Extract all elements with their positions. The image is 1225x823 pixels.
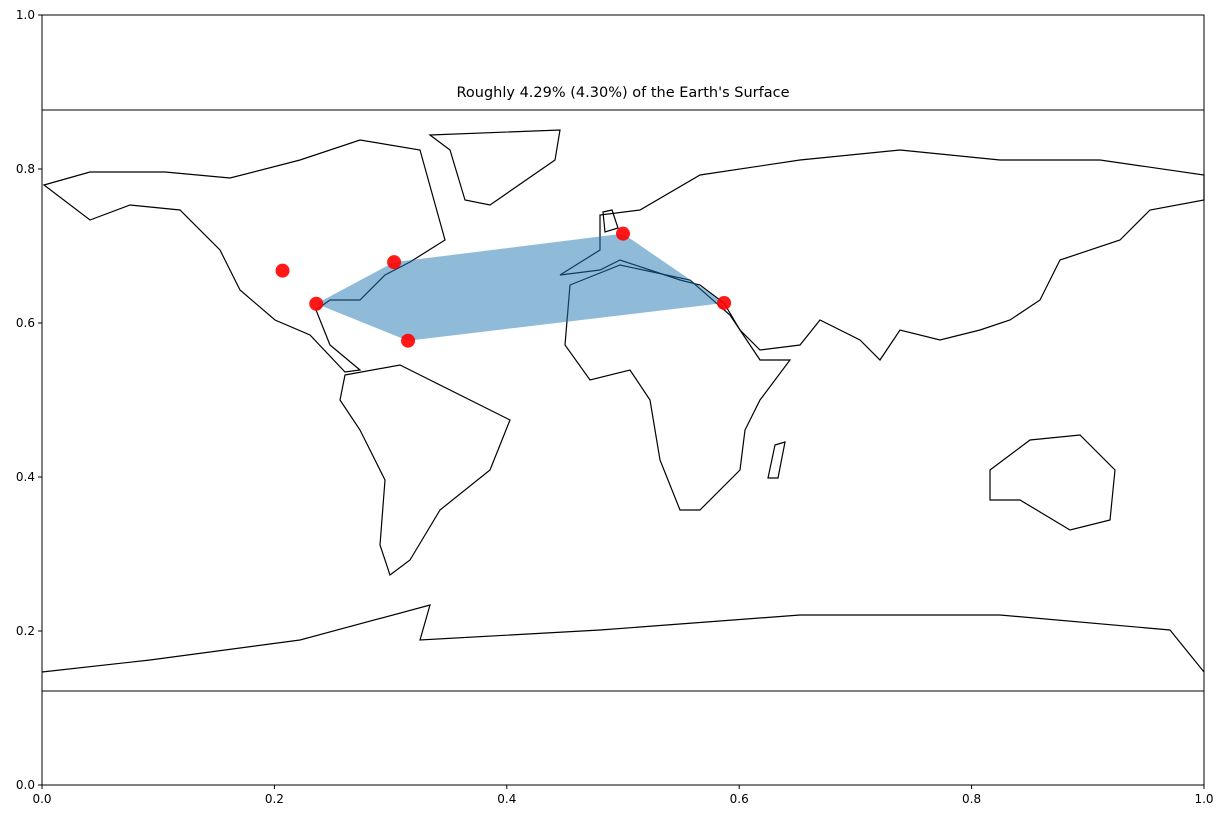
- point: [717, 295, 732, 310]
- point: [616, 226, 630, 241]
- y-tick-label: 0.6: [16, 316, 35, 330]
- x-tick-label: 0.4: [497, 792, 516, 806]
- north-america: [42, 139, 446, 373]
- x-tick-label: 0.8: [962, 792, 981, 806]
- point: [309, 296, 324, 311]
- x-tick-label: 0.0: [32, 792, 51, 806]
- south-america: [339, 364, 511, 576]
- eurasia: [559, 149, 1205, 361]
- area-polygon: [316, 233, 725, 341]
- y-tick-label: 0.2: [16, 624, 35, 638]
- chart-title: Roughly 4.29% (4.30%) of the Earth's Sur…: [456, 85, 789, 101]
- greenland: [428, 129, 561, 206]
- x-tick-label: 0.6: [730, 792, 749, 806]
- plot-area: [275, 226, 732, 348]
- point: [387, 255, 402, 270]
- y-tick-label: 0.8: [16, 162, 35, 176]
- y-tick-label: 0.4: [16, 470, 35, 484]
- point: [401, 333, 416, 348]
- antarctica: [41, 604, 1205, 673]
- y-tick-label: 1.0: [16, 8, 35, 22]
- uk: [602, 209, 619, 233]
- axes-frame: [41, 14, 1205, 786]
- madagascar: [767, 441, 786, 479]
- x-tick-label: 0.2: [265, 792, 284, 806]
- y-tick-label: 0.0: [16, 778, 35, 792]
- australia: [989, 434, 1116, 531]
- x-tick-label: 1.0: [1194, 792, 1213, 806]
- map: [41, 109, 1205, 692]
- point: [275, 263, 290, 278]
